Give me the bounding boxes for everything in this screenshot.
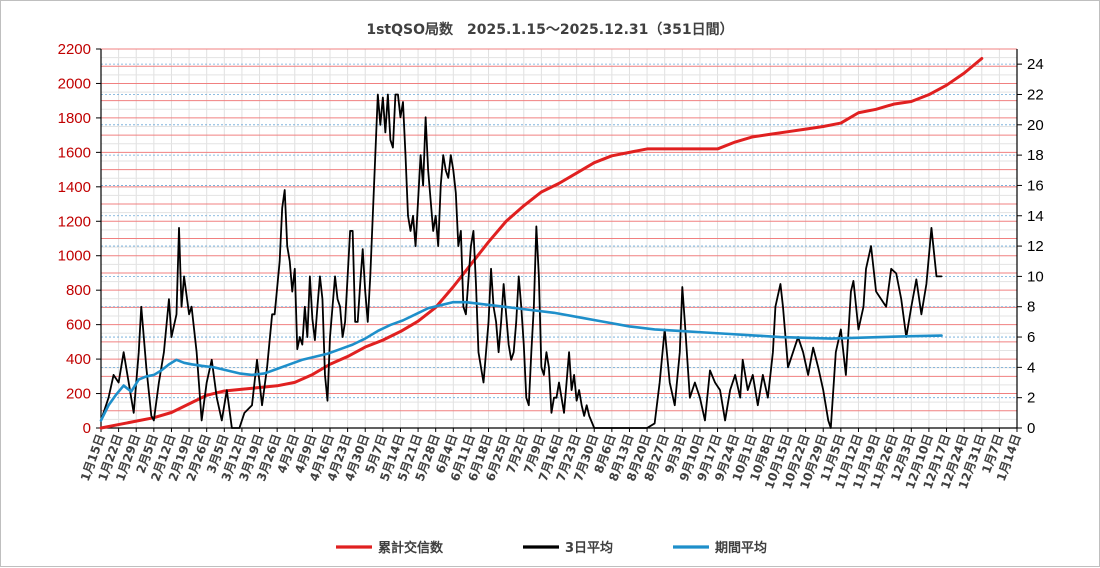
y-left-tick-label: 800 [66,282,91,299]
y-right-tick-label: 24 [1027,56,1044,73]
grid-layer [100,48,1018,428]
y-right-tick-label: 16 [1027,177,1044,194]
legend-label: 期間平均 [715,540,767,556]
legend-label: 3日平均 [565,540,613,556]
y-right-tick-label: 8 [1027,299,1035,316]
y-left-tick-label: 600 [66,317,91,334]
legend-label: 累計交信数 [378,540,444,556]
y-right-tick-label: 0 [1027,420,1035,437]
y-right-tick-label: 2 [1027,390,1035,407]
y-right-tick-label: 14 [1027,208,1044,225]
series-3day-average [100,93,943,429]
y-right-tick-label: 20 [1027,117,1044,134]
y-left-tick-label: 200 [66,386,91,403]
series-cumulative [99,56,984,430]
y-left-tick-label: 1600 [58,144,91,161]
y-right-tick-label: 10 [1027,268,1044,285]
y-left-tick-label: 2000 [58,75,91,92]
y-right-tick-label: 22 [1027,86,1044,103]
y-left-tick-label: 1000 [58,248,91,265]
y-left-tick-label: 1400 [58,179,91,196]
y-right-tick-label: 12 [1027,238,1044,255]
y-left-tick-label: 1800 [58,110,91,127]
series-period-average [99,300,943,422]
chart-title: 1stQSO局数 2025.1.15～2025.12.31（351日間） [366,21,733,38]
y-right-tick-label: 18 [1027,147,1044,164]
y-left-tick-label: 400 [66,351,91,368]
legend: 累計交信数 3日平均 期間平均 [336,540,767,556]
y-left-tick-label: 2200 [58,41,91,58]
y-right-tick-label: 6 [1027,329,1035,346]
axis-layer: 0200400600800100012001400160018002000220… [58,41,1044,491]
y-right-tick-label: 4 [1027,359,1035,376]
y-left-tick-label: 0 [83,420,91,437]
series-layer [99,56,984,430]
y-left-tick-label: 1200 [58,213,91,230]
